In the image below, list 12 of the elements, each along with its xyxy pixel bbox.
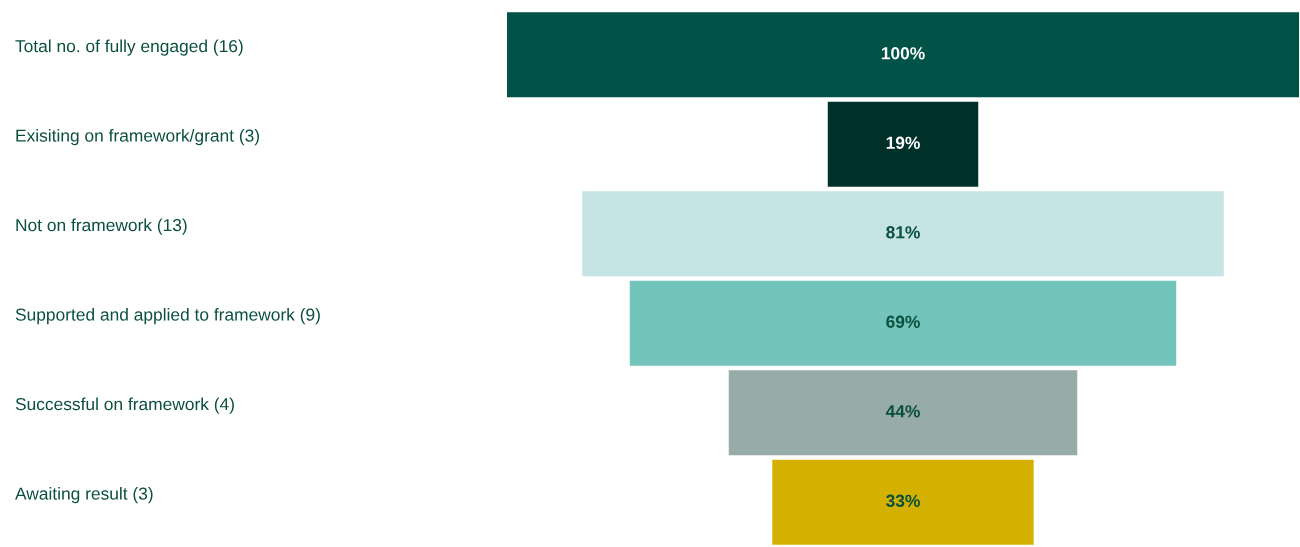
data-label: 100% [881, 47, 925, 60]
data-label: 33% [886, 494, 920, 507]
data-label: 69% [886, 315, 920, 328]
category-label: Successful on framework (4) [15, 397, 234, 414]
data-label: 81% [886, 226, 920, 239]
category-label: Awaiting result (3) [15, 487, 153, 504]
category-label: Exisiting on framework/grant (3) [16, 129, 259, 146]
category-label: Not on framework (13) [16, 218, 187, 235]
data-label: 19% [886, 136, 920, 149]
category-label: Supported and applied to framework (9) [15, 308, 320, 325]
category-label: Total no. of fully engaged (16) [15, 39, 243, 56]
data-label: 44% [885, 405, 920, 418]
